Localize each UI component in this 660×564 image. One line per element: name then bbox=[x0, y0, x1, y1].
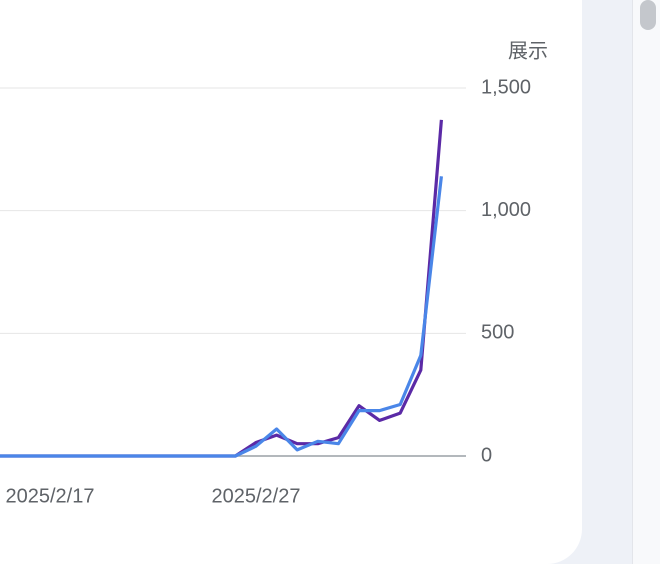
scrollbar-track bbox=[632, 0, 660, 564]
x-tick-label: 2025/2/27 bbox=[212, 485, 301, 507]
card bbox=[0, 0, 582, 564]
lines bbox=[0, 119, 443, 458]
series-line bbox=[0, 176, 443, 458]
y-tick-label: 500 bbox=[481, 322, 514, 344]
x-tick-label: 2025/2/17 bbox=[6, 485, 95, 507]
y-tick-label: 0 bbox=[481, 444, 492, 466]
y-axis-label: 展示 bbox=[508, 40, 548, 62]
y-tick-label: 1,000 bbox=[481, 199, 531, 221]
scrollbar-thumb[interactable] bbox=[640, 0, 656, 30]
y-tick-label: 1,500 bbox=[481, 76, 531, 98]
grid: 0 500 1,000 1,500 2025/2/17 2025/2/27 bbox=[0, 76, 531, 507]
